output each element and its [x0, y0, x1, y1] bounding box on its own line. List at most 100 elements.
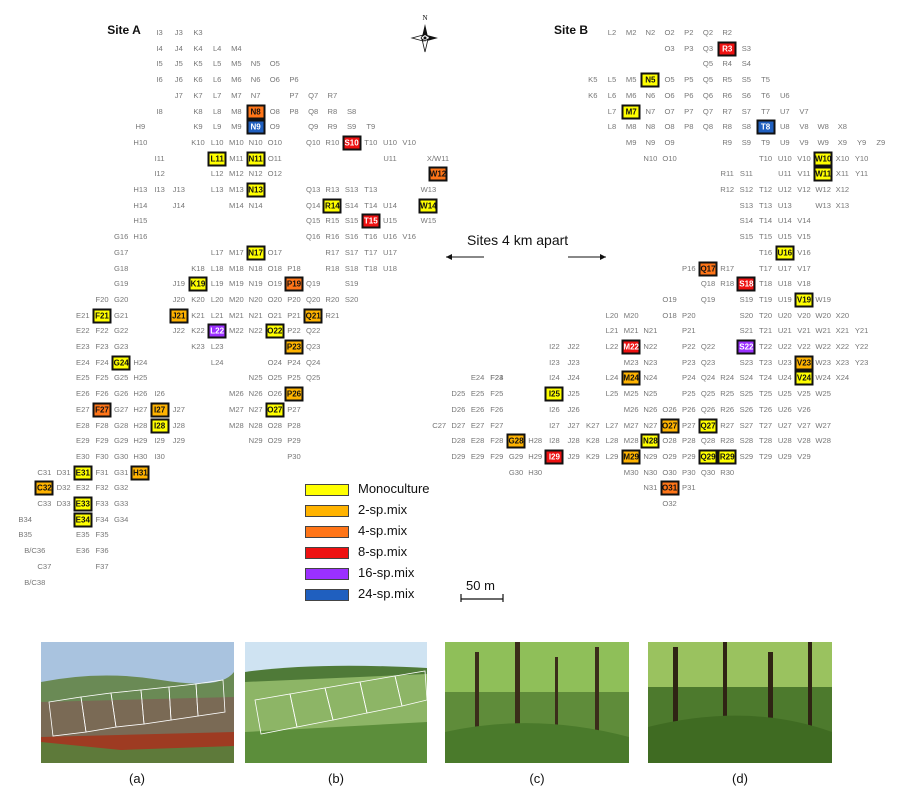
plot-label: M7: [231, 91, 242, 100]
plot-label: N5: [250, 59, 261, 69]
plot-label: U22: [777, 342, 792, 352]
plot-label: G32: [114, 483, 129, 493]
plot-label: W23: [815, 357, 831, 367]
plot-label: L6: [212, 75, 222, 85]
plot-label: C27: [432, 420, 447, 430]
plot-label: Q6: [702, 91, 714, 100]
plot-label: V16: [402, 232, 416, 242]
plot-label: T10: [759, 153, 773, 163]
plot-label: N14: [248, 200, 263, 210]
plot-label: E21: [76, 310, 90, 320]
plot-label: O26: [267, 389, 282, 399]
plot-label: L8: [607, 122, 617, 132]
treatment-plot-w14: W14: [418, 198, 438, 214]
plot-label: M28: [229, 420, 244, 430]
plot-label: T15: [759, 232, 773, 242]
plot-label: S4: [741, 59, 752, 69]
plot-label: L21: [210, 310, 224, 320]
treatment-plot-k19: K19: [188, 276, 208, 292]
plot-label: E27: [470, 420, 485, 430]
plot-label: H9: [135, 122, 146, 132]
plot-label: M6: [625, 91, 637, 100]
plot-label: D25: [451, 389, 466, 399]
plot-label: N27: [643, 420, 658, 430]
plot-label: S8: [346, 106, 357, 116]
plot-label: N7: [645, 106, 656, 116]
plot-label: M13: [229, 185, 244, 195]
plot-label: M9: [625, 138, 637, 148]
plot-label: Y9: [856, 138, 867, 148]
plot-label: V8: [799, 122, 809, 132]
caption-b: (b): [328, 771, 344, 786]
plot-label: Q22: [700, 342, 716, 352]
plot-label: O28: [267, 420, 282, 430]
plot-label: R9: [722, 138, 733, 148]
plot-label: P20: [682, 310, 696, 320]
plot-label: N18: [248, 263, 263, 273]
plot-label: G30: [508, 467, 524, 477]
plot-label: N10: [643, 153, 658, 163]
plot-label: R7: [327, 91, 338, 100]
plot-label: R30: [720, 467, 735, 477]
plot-label: R18: [720, 279, 735, 289]
plot-label: Q16: [306, 232, 321, 242]
plot-label: V10: [797, 153, 811, 163]
plot-label: Y22: [854, 342, 869, 352]
plot-label: X10: [835, 153, 850, 163]
plot-label: P3: [684, 43, 694, 53]
plot-label: S23: [739, 357, 754, 367]
plot-label: P23: [682, 357, 696, 367]
plot-label: J23: [567, 357, 580, 367]
plot-label: J14: [172, 200, 185, 210]
plot-label: K20: [191, 295, 205, 305]
plot-label: E23: [76, 342, 90, 352]
plot-label: C31: [37, 467, 52, 477]
plot-label: K5: [193, 59, 203, 69]
treatment-plot-n8: N8: [246, 104, 266, 119]
plot-label: I23: [549, 357, 560, 367]
plot-label: P27: [682, 420, 696, 430]
plot-label: N29: [248, 436, 263, 446]
plot-label: F26: [490, 405, 504, 414]
plot-label: M17: [229, 248, 244, 257]
plot-label: S26: [739, 405, 754, 414]
plot-label: N9: [645, 138, 656, 148]
plot-label: W13: [815, 200, 831, 210]
plot-label: U7: [779, 106, 790, 116]
plot-label: Q8: [308, 106, 319, 116]
plot-label: F28: [95, 420, 109, 430]
plot-label: K6: [588, 91, 598, 100]
plot-label: M27: [623, 420, 639, 430]
plot-label: E25: [470, 389, 485, 399]
plot-label: G23: [114, 342, 129, 352]
plot-label: X11: [835, 169, 849, 179]
plot-label: G27: [114, 405, 129, 414]
site-a-label: Site A: [107, 23, 141, 37]
plot-label: S16: [344, 232, 359, 242]
plot-label: S14: [739, 216, 754, 226]
plot-label: W9: [817, 138, 829, 148]
plot-label: L24: [210, 357, 224, 367]
plot-label: Q26: [700, 405, 716, 414]
treatment-plot-v23: V23: [794, 355, 814, 371]
plot-label: F36: [95, 546, 109, 556]
plot-label: P6: [289, 75, 299, 85]
plot-label: O19: [662, 295, 677, 305]
plot-label: F34: [95, 514, 109, 524]
plot-label: G33: [114, 499, 129, 509]
plot-label: R20: [325, 295, 340, 305]
treatment-plot-r29: R29: [717, 449, 737, 465]
plot-label: M21: [229, 310, 244, 320]
plot-label: H28: [133, 420, 148, 430]
plot-label: U17: [383, 248, 397, 257]
plot-label: S13: [739, 200, 754, 210]
plot-label: W24: [815, 373, 831, 383]
plot-label: E22: [76, 326, 90, 336]
plot-label: J19: [172, 279, 185, 289]
plot-label: R16: [325, 232, 340, 242]
plot-label: L13: [210, 185, 224, 195]
plot-label: G20: [114, 295, 129, 305]
plot-label: R17: [720, 263, 735, 273]
treatment-plot-w12: W12: [428, 166, 448, 182]
